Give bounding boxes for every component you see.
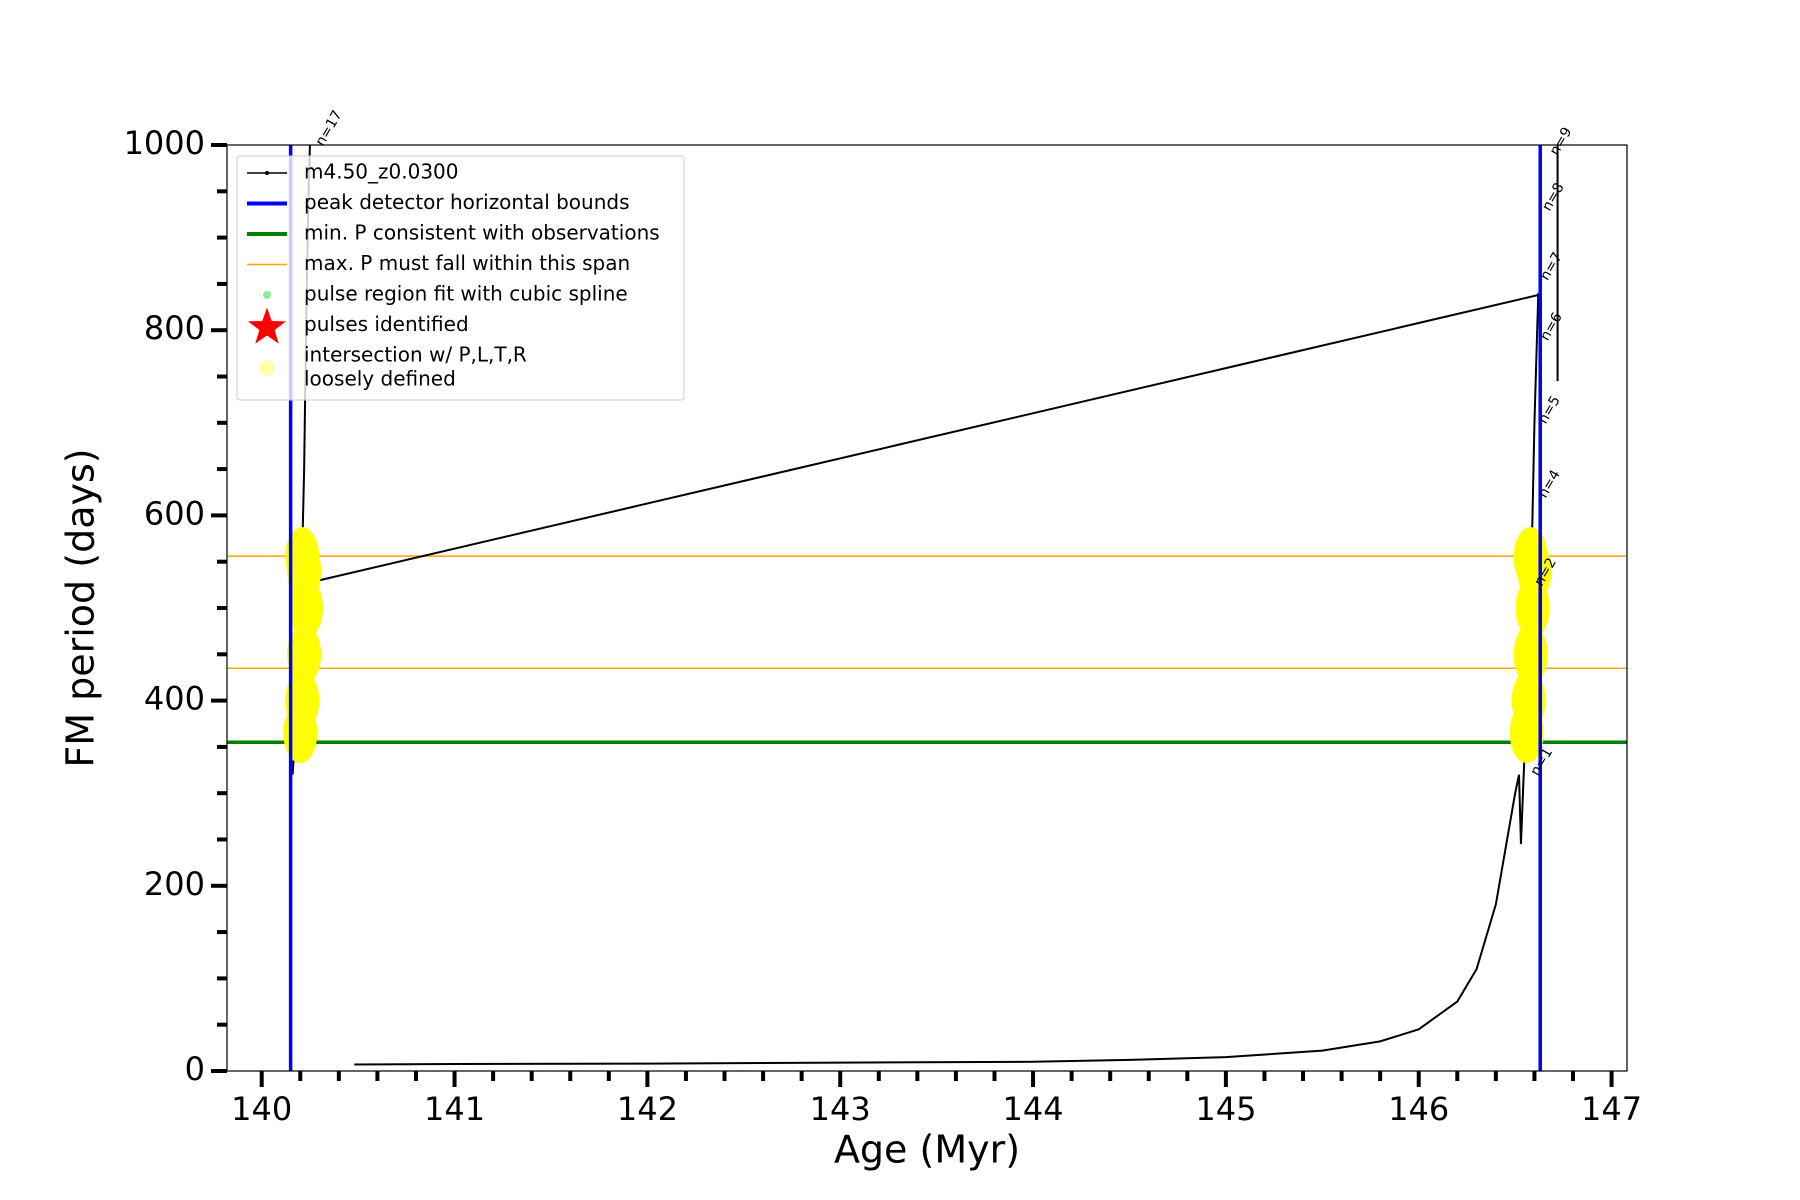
legend-marker [259, 360, 275, 376]
x-tick-label: 140 [231, 1090, 292, 1128]
legend-label: pulse region fit with cubic spline [304, 282, 628, 306]
intersection-point [285, 670, 320, 731]
pulse-annotation: n=9 [1547, 125, 1576, 159]
x-tick-label: 147 [1581, 1090, 1642, 1128]
x-axis-label: Age (Myr) [834, 1128, 1020, 1172]
intersection-point [287, 624, 322, 685]
legend-marker [247, 307, 287, 344]
legend-label: min. P consistent with observations [304, 221, 660, 245]
legend-label: max. P must fall within this span [304, 251, 630, 275]
y-tick-label: 800 [144, 309, 205, 347]
legend-label: pulses identified [304, 312, 469, 336]
x-tick-label: 142 [617, 1090, 678, 1128]
intersection-point [1511, 670, 1546, 731]
x-tick-label: 143 [810, 1090, 871, 1128]
legend-label: peak detector horizontal bounds [304, 190, 630, 214]
legend-marker-dot [265, 171, 269, 175]
legend-label: intersection w/ P,L,T,R [304, 343, 527, 367]
x-tick-label: 145 [1195, 1090, 1256, 1128]
legend-label: loosely defined [304, 367, 456, 391]
y-tick-label: 600 [144, 494, 205, 532]
x-tick-label: 144 [1003, 1090, 1064, 1128]
y-tick-label: 400 [144, 680, 205, 718]
y-tick-label: 1000 [124, 124, 205, 162]
pulse-annotation: n=17 [313, 108, 346, 149]
y-tick-label: 200 [144, 865, 205, 903]
legend-box [236, 155, 685, 401]
pulse-annotation: n=8 [1539, 180, 1568, 214]
y-axis-label: FM period (days) [59, 448, 103, 767]
intersection-point [285, 527, 320, 588]
plot-frame [226, 144, 1628, 1072]
series-line [291, 145, 1559, 1066]
x-tick-label: 146 [1388, 1090, 1449, 1128]
legend-label: m4.50_z0.0300 [304, 160, 459, 184]
legend-marker [263, 291, 271, 299]
y-tick-label: 0 [185, 1050, 205, 1088]
x-tick-label: 141 [424, 1090, 485, 1128]
